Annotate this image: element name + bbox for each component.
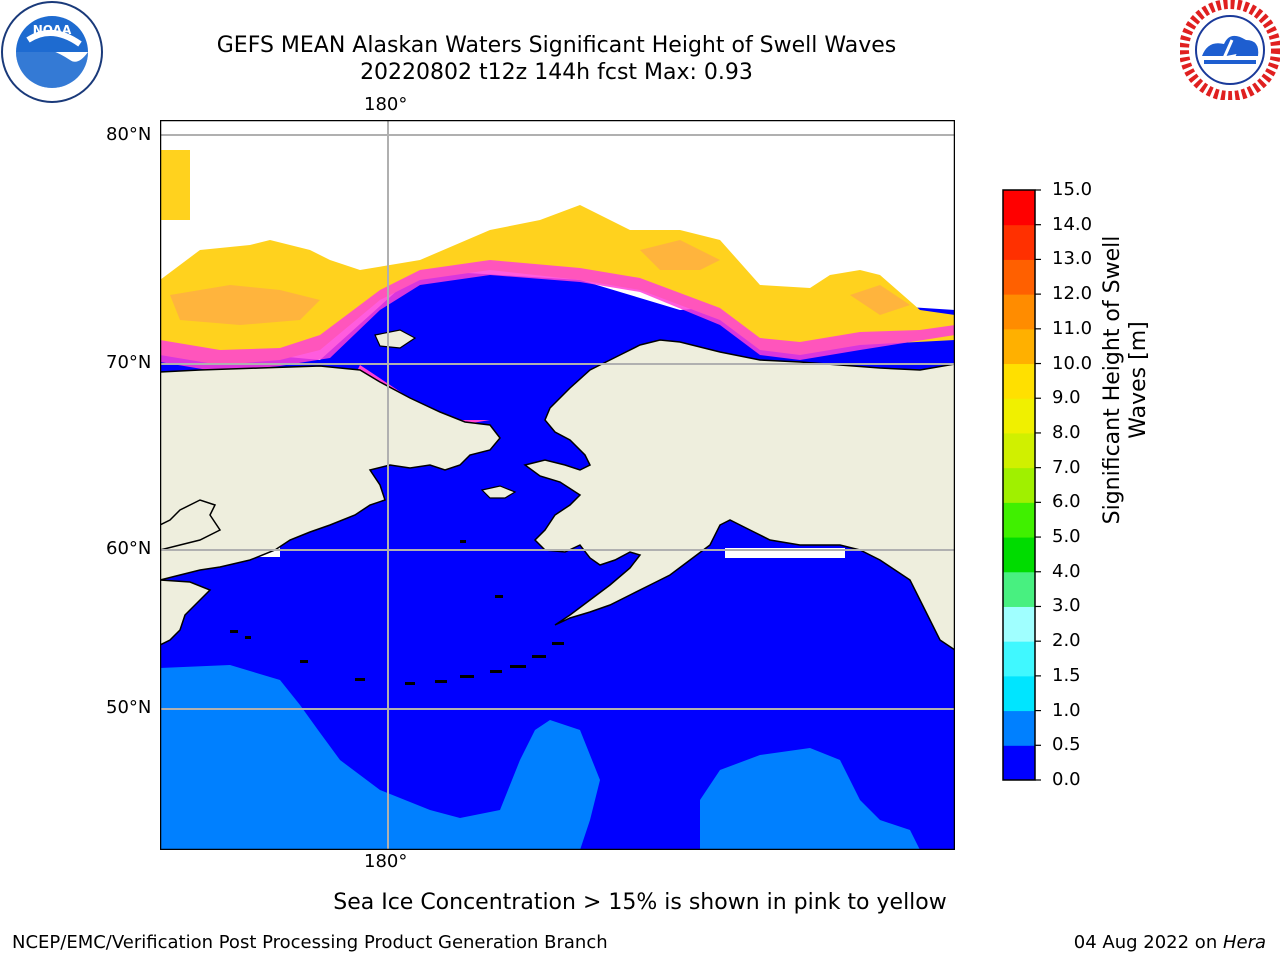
land-alaska bbox=[523, 339, 955, 651]
colorbar-swatch bbox=[1003, 328, 1035, 365]
colorbar-swatch bbox=[1003, 571, 1035, 607]
colorbar-label: Significant Height of Swell Waves [m] bbox=[1100, 235, 1151, 525]
land-kamchatka bbox=[160, 499, 222, 646]
colorbar-swatch bbox=[1003, 224, 1035, 260]
colorbar-swatch bbox=[1003, 606, 1035, 642]
colorbar-tick-label: 9.0 bbox=[1052, 387, 1081, 409]
colorbar-swatch bbox=[1003, 363, 1035, 399]
chart-title: GEFS MEAN Alaskan Waters Significant Hei… bbox=[216, 33, 897, 58]
colorbar-tick-label: 10.0 bbox=[1052, 352, 1093, 374]
colorbar-tick-label: 14.0 bbox=[1052, 213, 1093, 235]
lat-label-80: 80°N bbox=[106, 124, 152, 145]
colorbar-swatch bbox=[1003, 641, 1035, 677]
footer-date-text: 04 Aug 2022 on bbox=[1073, 932, 1223, 953]
colorbar-swatch bbox=[1003, 259, 1035, 295]
colorbar-tick-label: 3.0 bbox=[1052, 595, 1081, 617]
colorbar-tick-label: 2.0 bbox=[1052, 630, 1081, 652]
no-data-strip-east bbox=[725, 548, 845, 558]
colorbar-frame bbox=[1002, 189, 1036, 781]
land-wrangel-island bbox=[374, 329, 417, 349]
colorbar-tick-label: 5.0 bbox=[1052, 526, 1081, 548]
colorbar-tick-label: 6.0 bbox=[1052, 491, 1081, 513]
colorbar-tick-label: 1.5 bbox=[1052, 664, 1081, 686]
colorbar-swatch bbox=[1003, 745, 1035, 781]
colorbar-tick-label: 1.0 bbox=[1052, 699, 1081, 721]
colorbar-tick-label: 0.5 bbox=[1052, 734, 1081, 756]
colorbar-tick-label: 15.0 bbox=[1052, 179, 1093, 200]
colorbar-tick-label: 12.0 bbox=[1052, 283, 1093, 305]
colorbar-swatch bbox=[1003, 398, 1035, 434]
colorbar-tick-label: 13.0 bbox=[1052, 248, 1093, 270]
colorbar-tick-label: 7.0 bbox=[1052, 456, 1081, 478]
colorbar-tick-label: 8.0 bbox=[1052, 421, 1081, 443]
sea-ice-note: Sea Ice Concentration > 15% is shown in … bbox=[0, 890, 1280, 915]
nws-logo bbox=[1179, 0, 1280, 101]
colorbar-swatches bbox=[1002, 189, 1041, 781]
map-gridlines bbox=[160, 120, 955, 850]
colorbar bbox=[1000, 185, 1075, 789]
colorbar-tick-label: 0.0 bbox=[1052, 769, 1081, 790]
colorbar-tick-label: 11.0 bbox=[1052, 317, 1093, 339]
sea-ice-orange bbox=[170, 240, 910, 325]
colorbar-swatch bbox=[1003, 537, 1035, 573]
noaa-logo: NOAA bbox=[0, 0, 104, 104]
colorbar-swatch bbox=[1003, 467, 1035, 503]
swell-region-east bbox=[700, 748, 920, 850]
sea-ice-pink bbox=[160, 260, 955, 372]
land-st-lawrence-island bbox=[480, 485, 517, 499]
footer-branch: NCEP/EMC/Verification Post Processing Pr… bbox=[12, 932, 608, 953]
swell-height-map bbox=[159, 119, 956, 854]
lat-label-60: 60°N bbox=[106, 538, 152, 559]
colorbar-swatch bbox=[1003, 294, 1035, 330]
colorbar-swatch bbox=[1003, 432, 1035, 469]
land-siberia bbox=[160, 365, 501, 581]
footer-date: 04 Aug 2022 on Hera bbox=[1074, 932, 1266, 953]
lon-label-bottom: 180° bbox=[364, 851, 408, 872]
colorbar-swatch bbox=[1003, 710, 1035, 746]
chart-subtitle: 20220802 t12z 144h fcst Max: 0.93 bbox=[360, 60, 753, 85]
svg-text:NOAA: NOAA bbox=[33, 23, 72, 37]
aleutian-islands bbox=[230, 540, 564, 685]
lat-label-50: 50°N bbox=[106, 697, 152, 718]
swell-region-west bbox=[160, 665, 600, 850]
lat-label-70: 70°N bbox=[106, 352, 152, 373]
colorbar-tick-label: 4.0 bbox=[1052, 560, 1081, 582]
lon-label-top: 180° bbox=[364, 94, 408, 115]
map-frame bbox=[159, 119, 956, 851]
sea-ice-note-text: Sea Ice Concentration > 15% is shown in … bbox=[333, 890, 947, 915]
colorbar-swatch bbox=[1003, 675, 1035, 712]
footer-machine: Hera bbox=[1222, 932, 1266, 953]
colorbar-swatch bbox=[1003, 502, 1035, 538]
colorbar-swatch bbox=[1003, 190, 1035, 226]
